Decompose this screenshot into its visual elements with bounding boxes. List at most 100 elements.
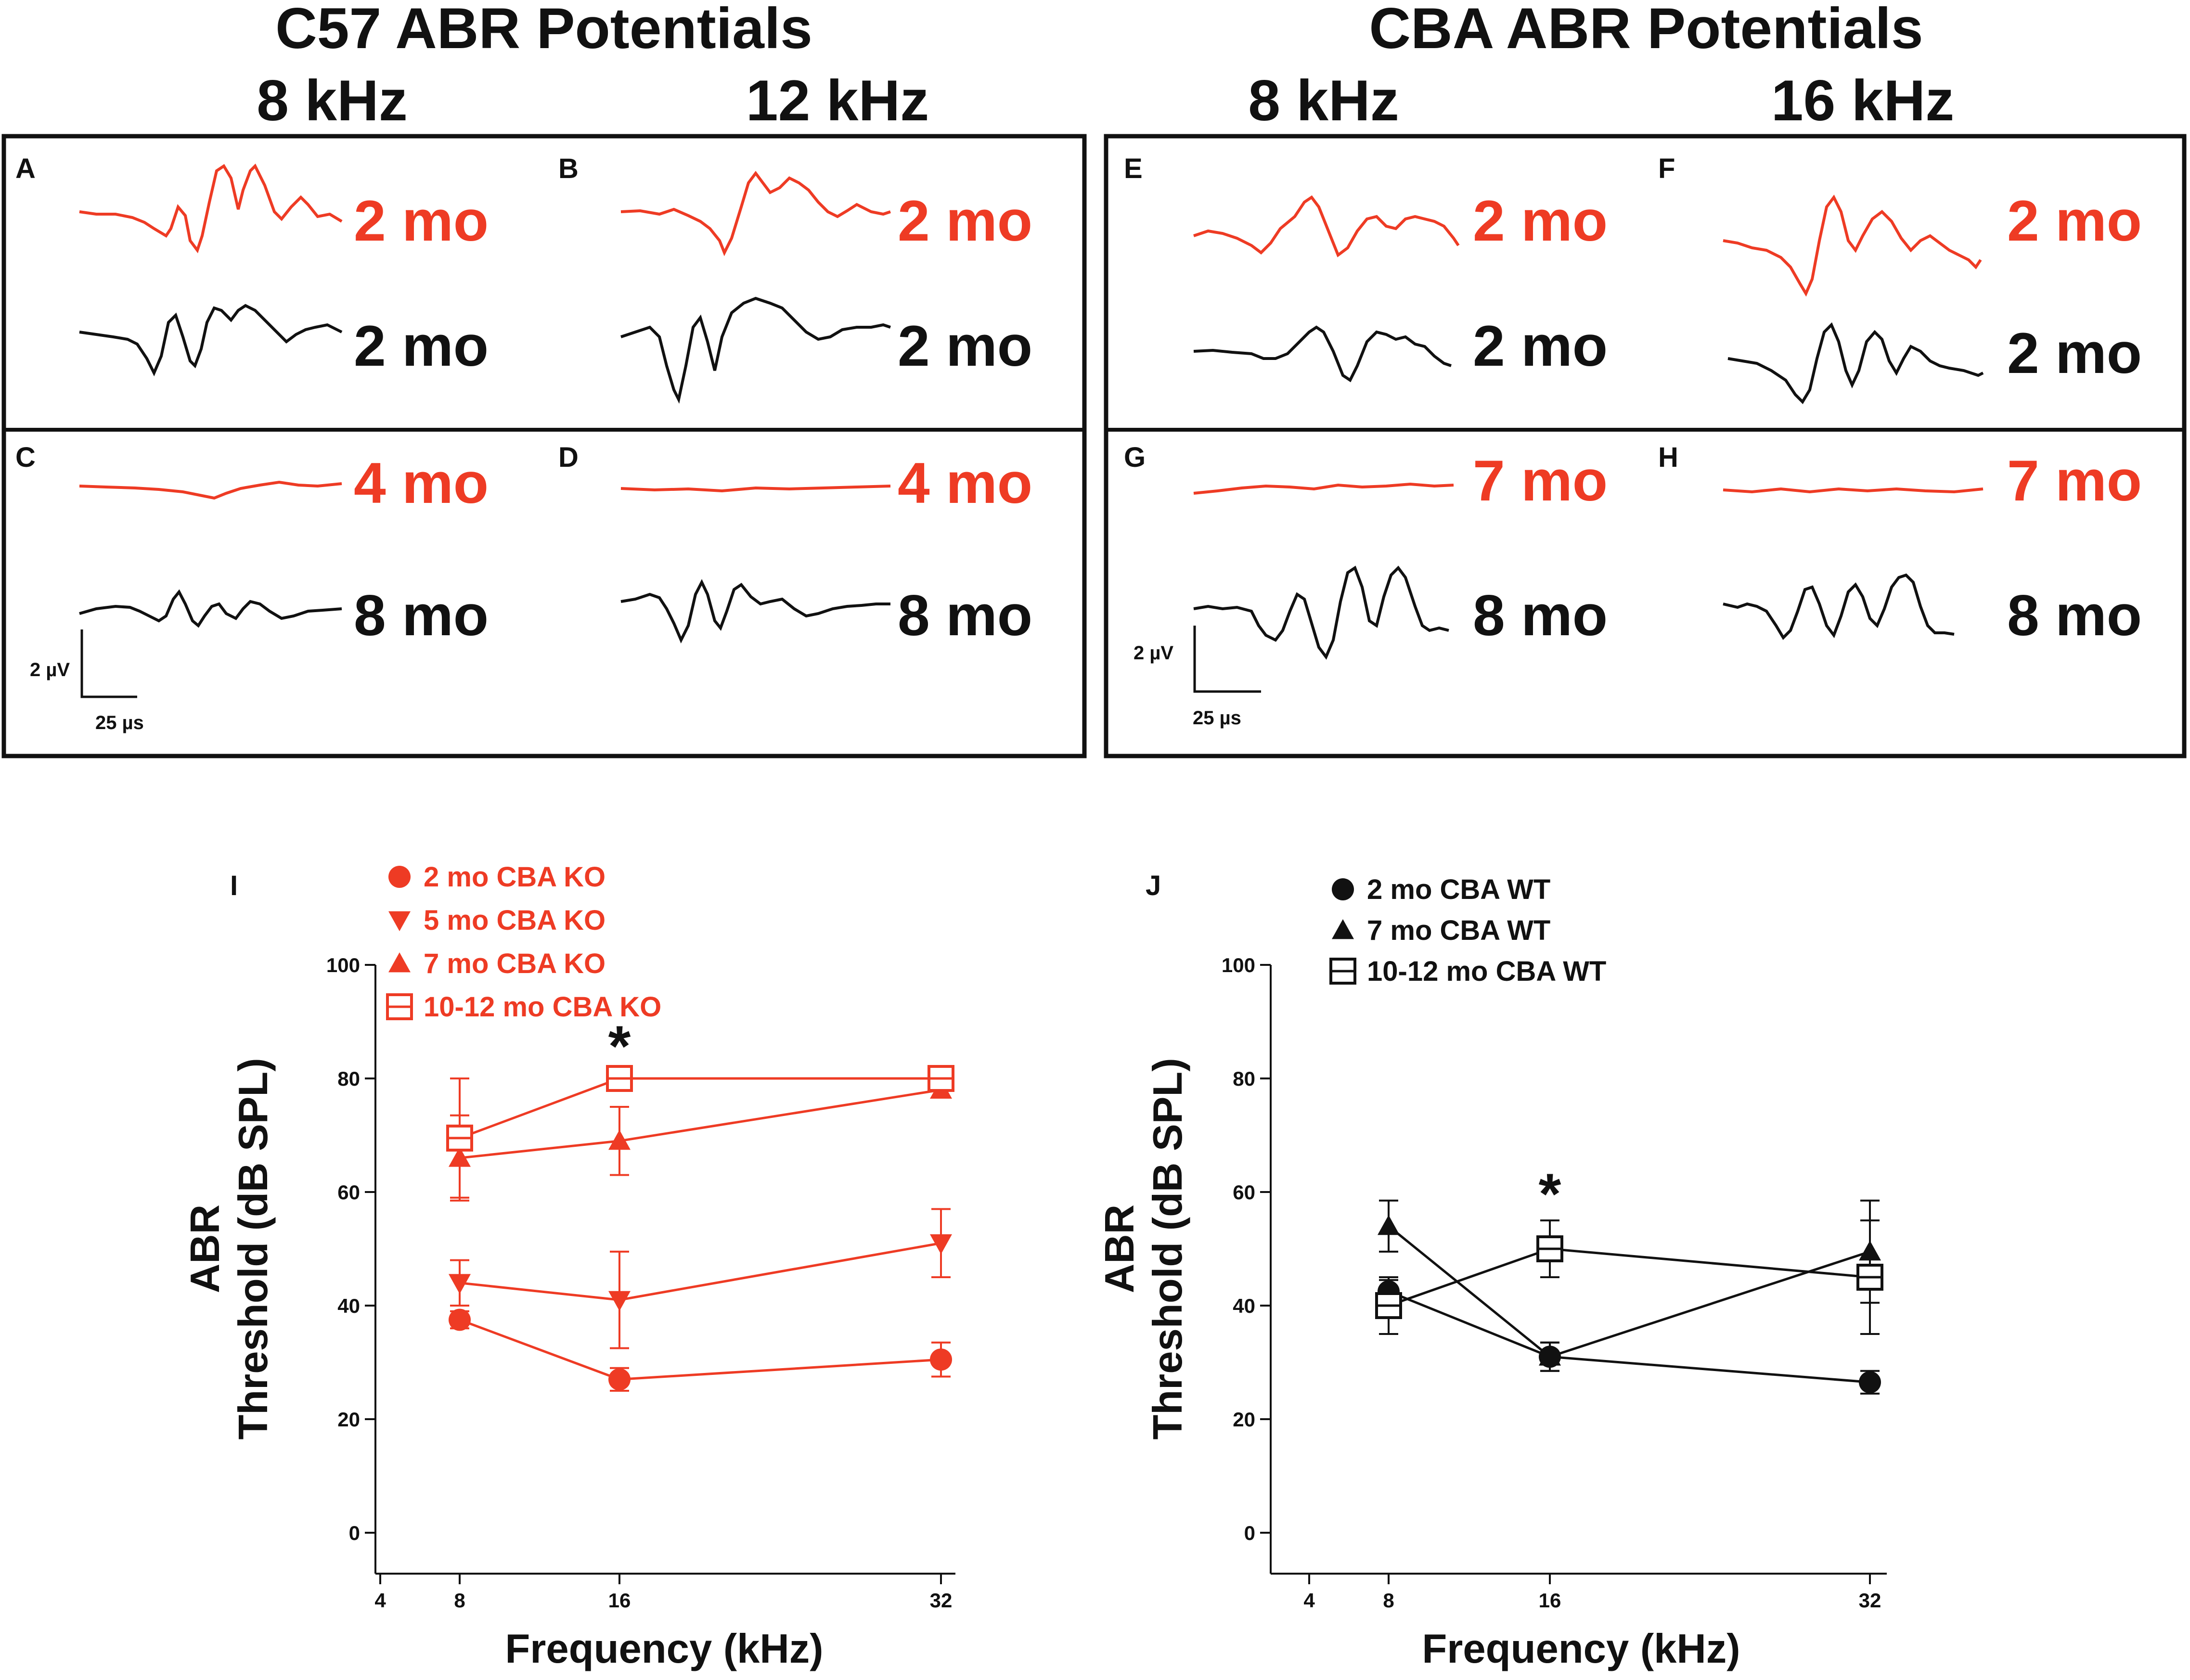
- significance-marker-j-0: *: [1539, 1162, 1561, 1226]
- y-tick-label-i-20: 20: [337, 1408, 360, 1431]
- series-line-i-0: [459, 1319, 941, 1381]
- trace-h-wt-age: 8 mo: [2007, 583, 2142, 648]
- legend-marker-i-0: [388, 866, 411, 888]
- data-point-j-0-2: [1859, 1371, 1881, 1394]
- data-point-i-1-0: [449, 1274, 471, 1294]
- y-tick-label-j-40: 40: [1233, 1295, 1255, 1317]
- y-tick-label-i-60: 60: [337, 1181, 360, 1204]
- legend-marker-i-2: [388, 952, 411, 973]
- x-tick-label-i-16: 16: [608, 1589, 631, 1612]
- panel-letter-e: E: [1124, 153, 1143, 184]
- cba-title: CBA ABR Potentials: [1369, 0, 1923, 61]
- series-line-i-2: [459, 1089, 941, 1159]
- scalebar-c57: 2 µV 25 µs: [30, 629, 144, 733]
- panel-letter-h: H: [1658, 442, 1678, 473]
- c57-trace-box: [1, 134, 1087, 758]
- trace-b-ko-age: 2 mo: [898, 189, 1032, 253]
- y-axis-title-i-line2: Threshold (dB SPL): [231, 1058, 276, 1439]
- trace-h-ko-age: 7 mo: [2007, 449, 2142, 513]
- panel-letter-j: J: [1146, 870, 1161, 901]
- x-tick-label-j-16: 16: [1539, 1589, 1561, 1612]
- x-tick-label-j-8: 8: [1383, 1589, 1394, 1612]
- trace-a-ko: [79, 163, 343, 254]
- panel-letter-c: C: [15, 442, 36, 473]
- scalebar-cba: 2 µV 25 µs: [1134, 626, 1261, 729]
- legend-label-j-0: 2 mo CBA WT: [1367, 874, 1550, 905]
- legend-label-i-2: 7 mo CBA KO: [424, 948, 605, 979]
- y-tick-label-j-0: 0: [1244, 1522, 1255, 1544]
- trace-g-ko-age: 7 mo: [1473, 449, 1608, 513]
- trace-d-ko: [620, 485, 891, 493]
- trace-c-wt: [79, 589, 342, 628]
- data-point-i-0-2: [930, 1348, 952, 1371]
- y-tick-label-i-40: 40: [337, 1295, 360, 1317]
- legend-marker-j-1: [1332, 919, 1354, 939]
- trace-h-wt: [1723, 573, 1955, 640]
- scalebar-c57-time: 25 µs: [95, 712, 144, 733]
- y-tick-label-j-80: 80: [1233, 1067, 1255, 1090]
- legend-label-i-1: 5 mo CBA KO: [424, 905, 605, 936]
- scalebar-cba-time: 25 µs: [1193, 707, 1241, 729]
- y-tick-label-i-0: 0: [349, 1522, 360, 1544]
- data-point-i-1-1: [608, 1291, 631, 1311]
- data-point-i-2-1: [608, 1129, 631, 1150]
- trace-g-wt-age: 8 mo: [1473, 583, 1608, 648]
- x-tick-label-i-8: 8: [454, 1589, 465, 1612]
- trace-f-ko: [1723, 194, 1982, 297]
- trace-b-wt: [620, 296, 891, 404]
- legend-marker-i-1: [388, 911, 411, 931]
- scalebar-cba-amplitude: 2 µV: [1134, 642, 1173, 664]
- trace-c-wt-age: 8 mo: [354, 583, 489, 648]
- y-tick-label-j-60: 60: [1233, 1181, 1255, 1204]
- trace-f-ko-age: 2 mo: [2007, 189, 2142, 253]
- legend-marker-j-0: [1332, 878, 1354, 900]
- panel-letter-b: B: [558, 153, 579, 184]
- y-axis-title-j-line2: Threshold (dB SPL): [1145, 1058, 1191, 1439]
- panel-letter-d: D: [558, 442, 579, 473]
- panel-letter-f: F: [1658, 153, 1675, 184]
- trace-a-ko-age: 2 mo: [354, 189, 489, 253]
- trace-c-ko-age: 4 mo: [354, 451, 489, 515]
- y-axis-title-i-line1: ABR: [182, 1205, 228, 1293]
- trace-e-ko: [1193, 195, 1460, 257]
- c57-title: C57 ABR Potentials: [275, 0, 812, 61]
- y-tick-label-i-80: 80: [337, 1067, 360, 1090]
- x-tick-label-j-32: 32: [1859, 1589, 1881, 1612]
- cba-freq-left: 8 kHz: [1248, 68, 1399, 133]
- trace-d-wt: [620, 579, 890, 644]
- panel-letter-i: I: [230, 870, 238, 901]
- series-line-i-1: [459, 1242, 941, 1301]
- x-tick-label-i-4: 4: [374, 1589, 386, 1612]
- data-point-j-1-1: [1539, 1346, 1561, 1366]
- series-line-j-2: [1388, 1247, 1870, 1307]
- cba-trace-box: [1104, 134, 2187, 758]
- trace-e-wt-age: 2 mo: [1473, 314, 1608, 378]
- y-axis-title-j-line1: ABR: [1097, 1205, 1143, 1293]
- data-point-j-1-0: [1378, 1215, 1400, 1235]
- trace-a-wt-age: 2 mo: [354, 314, 489, 378]
- trace-g-wt: [1193, 565, 1449, 660]
- panel-letter-g: G: [1124, 442, 1146, 473]
- trace-c-ko: [79, 480, 342, 500]
- c57-freq-left: 8 kHz: [257, 68, 407, 133]
- panel-letter-a: A: [15, 153, 36, 184]
- data-point-i-0-1: [608, 1368, 631, 1391]
- trace-e-wt: [1193, 325, 1452, 383]
- x-axis-title-j: Frequency (kHz): [1422, 1626, 1740, 1672]
- trace-b-ko: [620, 171, 891, 256]
- y-tick-label-i-100: 100: [326, 954, 360, 976]
- scalebar-c57-amplitude: 2 µV: [30, 659, 70, 680]
- data-point-i-1-2: [930, 1234, 952, 1255]
- c57-freq-right: 12 kHz: [746, 68, 929, 133]
- data-point-i-0-0: [449, 1308, 471, 1331]
- legend-label-i-3: 10-12 mo CBA KO: [424, 991, 661, 1023]
- trace-b-wt-age: 2 mo: [898, 314, 1032, 378]
- trace-e-ko-age: 2 mo: [1473, 189, 1608, 253]
- y-tick-label-j-100: 100: [1222, 954, 1255, 976]
- series-line-j-0: [1388, 1290, 1870, 1384]
- trace-g-ko: [1193, 482, 1454, 495]
- significance-marker-i-0: *: [608, 1014, 631, 1078]
- legend-label-j-1: 7 mo CBA WT: [1367, 915, 1550, 946]
- trace-f-wt-age: 2 mo: [2007, 321, 2142, 385]
